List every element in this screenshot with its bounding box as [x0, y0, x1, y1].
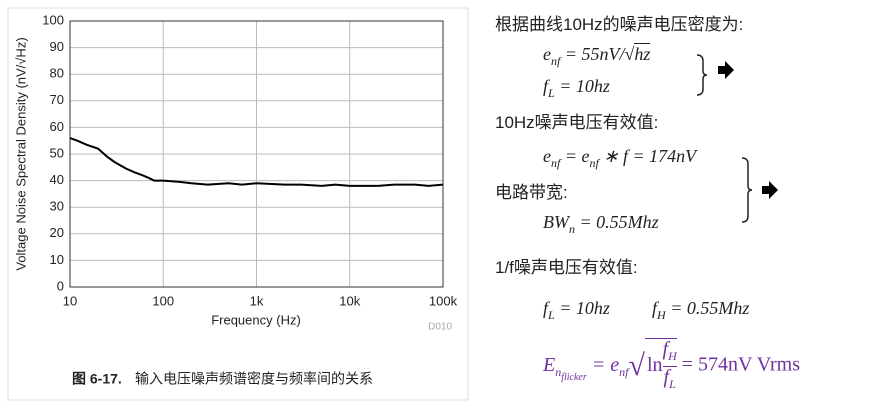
x-tick-label: 100 [152, 293, 174, 308]
x-tick-label: 100k [429, 293, 458, 308]
formula-part: n [555, 364, 562, 379]
heading: 10Hz噪声电压有效值: [495, 113, 659, 132]
y-tick-label: 40 [50, 172, 64, 187]
formula-part: H [668, 349, 677, 363]
y-tick-label: 20 [50, 225, 64, 240]
y-axis-label: Voltage Noise Spectral Density (nV/√Hz) [13, 37, 28, 270]
y-tick-label: 60 [50, 119, 64, 134]
formula-part: f [662, 338, 669, 360]
formula-part: = [560, 146, 582, 166]
formula-part: = 0.55Mhz [665, 298, 750, 318]
y-tick-label: 80 [50, 66, 64, 81]
y-tick-label: 100 [42, 12, 64, 27]
plot-frame [69, 20, 444, 288]
caption-label: 图 6-17. [72, 371, 122, 387]
formula-part: L [548, 86, 555, 100]
x-tick-label: 10 [63, 293, 77, 308]
formula-part: f [543, 298, 549, 318]
denominator: fL [663, 367, 677, 394]
y-tick-label: 0 [57, 278, 64, 293]
y-tick-label: 30 [50, 199, 64, 214]
formula-part: = 0.55Mhz [575, 212, 659, 232]
formula-part: nf [589, 156, 599, 170]
formula-part: f [652, 298, 658, 318]
formula-part: f [663, 366, 670, 388]
formula-part: Enflicker = enf [543, 353, 629, 383]
formula: fL = 10hz [543, 298, 610, 323]
formula-part: = 55nV/√ [560, 44, 635, 64]
formula-part: = 10hz [554, 76, 610, 96]
formula-part: E [543, 353, 556, 376]
formula: fH = 0.55Mhz [652, 298, 749, 323]
formula-part: = [586, 353, 611, 376]
formula-part: e [543, 146, 551, 166]
formula-part: H [657, 308, 666, 322]
x-axis-label: Frequency (Hz) [211, 312, 301, 327]
formula-part: nf [551, 54, 561, 68]
formula-part: f [622, 146, 628, 166]
y-tick-label: 90 [50, 39, 64, 54]
formula-part: f [543, 76, 549, 96]
radicand: ln fH fL [644, 338, 677, 394]
formula: fL = 10hz [543, 76, 610, 101]
heading: 电路带宽: [495, 183, 568, 202]
ln: ln [646, 354, 663, 377]
y-tick-label: 10 [50, 252, 64, 267]
formula-part: e [581, 146, 590, 166]
root-sign: √ [628, 349, 645, 382]
x-tick-label: 1k [250, 293, 264, 308]
y-tick-label: 70 [50, 92, 64, 107]
formula-part: BW [543, 212, 569, 232]
numerator: fH [662, 338, 677, 367]
panel-border [7, 7, 469, 401]
formula-part: = 10hz [554, 298, 610, 318]
heading: 1/f噪声电压有效值: [495, 258, 638, 277]
formula-part: nf [551, 156, 561, 170]
x-tick-label: 10k [339, 293, 360, 308]
formula-part: = 174nV [627, 146, 697, 166]
formula-part: e [543, 44, 551, 64]
formula-part: = 574nV Vrms [676, 353, 801, 376]
formula-part: hz [634, 43, 651, 64]
formula-part: L [548, 308, 555, 322]
formula: BWn = 0.55Mhz [543, 212, 659, 237]
formula-part: L [669, 377, 676, 391]
fraction: fH fL [662, 338, 677, 394]
formula-part: nf [619, 364, 629, 379]
figure-code: D010 [428, 322, 452, 333]
formula-part: ∗ [598, 146, 623, 166]
formula: enf = enf ∗ f = 174nV [543, 146, 696, 171]
formula-part: e [610, 353, 620, 376]
series-line [69, 137, 444, 187]
formula: enf = 55nV/√hz [543, 43, 651, 69]
caption-text: 输入电压噪声频谱密度与频率间的关系 [135, 371, 373, 387]
formula-part: flicker [561, 371, 587, 383]
heading: 根据曲线10Hz的噪声电压密度为: [495, 15, 744, 34]
formula-part: n [569, 222, 575, 236]
y-tick-label: 50 [50, 145, 64, 160]
formula: Enflicker = enf√ ln fH fL = 574nV Vrms [543, 338, 800, 394]
